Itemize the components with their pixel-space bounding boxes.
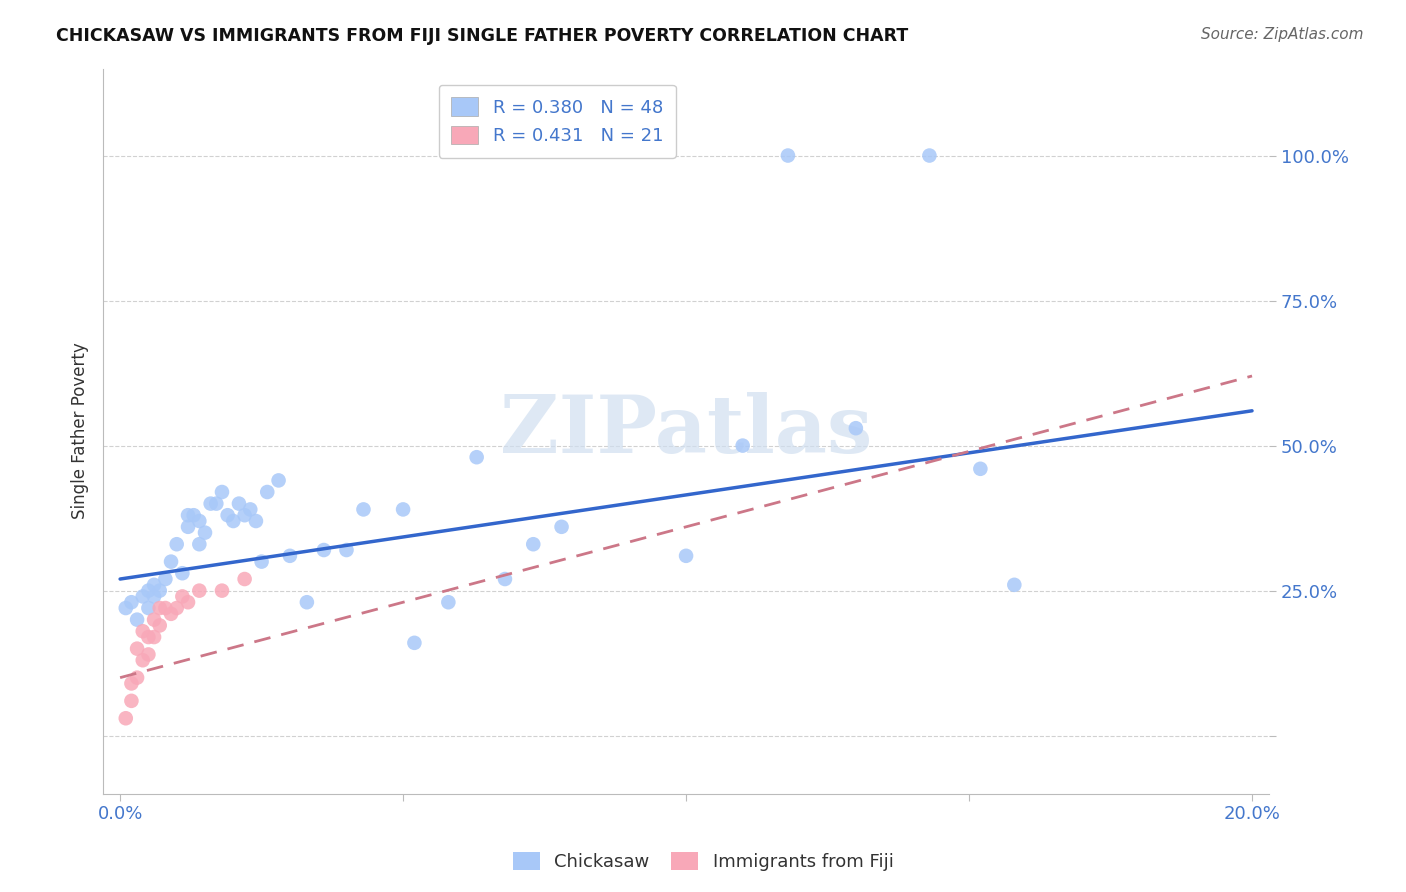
Point [143, 578, 166, 592]
Point [132, 653, 155, 667]
Point [256, 485, 278, 500]
Point [1002, 578, 1025, 592]
Point [404, 636, 426, 650]
Point [211, 583, 233, 598]
Point [550, 520, 572, 534]
Point [138, 648, 160, 662]
Point [132, 590, 155, 604]
Point [120, 676, 142, 690]
Point [233, 508, 256, 523]
Legend: Chickasaw, Immigrants from Fiji: Chickasaw, Immigrants from Fiji [505, 845, 901, 879]
Point [120, 694, 142, 708]
Point [194, 525, 217, 540]
Point [166, 537, 188, 551]
Text: Source: ZipAtlas.com: Source: ZipAtlas.com [1201, 27, 1364, 42]
Point [143, 630, 166, 644]
Point [114, 601, 136, 615]
Point [776, 148, 799, 162]
Point [211, 485, 233, 500]
Point [233, 572, 256, 586]
Point [143, 590, 166, 604]
Point [188, 514, 211, 528]
Point [494, 572, 516, 586]
Point [392, 502, 415, 516]
Text: ZIPatlas: ZIPatlas [501, 392, 872, 470]
Y-axis label: Single Father Poverty: Single Father Poverty [72, 343, 89, 519]
Point [160, 607, 183, 621]
Point [239, 502, 262, 516]
Text: CHICKASAW VS IMMIGRANTS FROM FIJI SINGLE FATHER POVERTY CORRELATION CHART: CHICKASAW VS IMMIGRANTS FROM FIJI SINGLE… [56, 27, 908, 45]
Point [160, 555, 183, 569]
Point [267, 474, 290, 488]
Point [127, 613, 149, 627]
Point [166, 601, 188, 615]
Point [845, 421, 868, 435]
Point [120, 595, 142, 609]
Point [731, 439, 754, 453]
Point [200, 497, 222, 511]
Point [149, 601, 172, 615]
Point [188, 583, 211, 598]
Point [177, 508, 200, 523]
Point [465, 450, 488, 465]
Point [149, 583, 172, 598]
Point [675, 549, 697, 563]
Point [149, 618, 172, 632]
Point [127, 641, 149, 656]
Point [295, 595, 318, 609]
Point [138, 630, 160, 644]
Point [138, 583, 160, 598]
Point [138, 601, 160, 615]
Point [132, 624, 155, 639]
Point [335, 543, 357, 558]
Point [228, 497, 250, 511]
Point [127, 671, 149, 685]
Point [437, 595, 460, 609]
Point [114, 711, 136, 725]
Point [177, 595, 200, 609]
Point [278, 549, 301, 563]
Point [245, 514, 267, 528]
Point [155, 601, 177, 615]
Point [172, 566, 194, 581]
Point [353, 502, 375, 516]
Point [250, 555, 273, 569]
Point [312, 543, 335, 558]
Point [205, 497, 228, 511]
Point [522, 537, 544, 551]
Point [183, 508, 205, 523]
Point [177, 520, 200, 534]
Point [969, 462, 991, 476]
Point [172, 590, 194, 604]
Point [143, 613, 166, 627]
Point [188, 537, 211, 551]
Legend: R = 0.380   N = 48, R = 0.431   N = 21: R = 0.380 N = 48, R = 0.431 N = 21 [439, 85, 676, 158]
Point [217, 508, 239, 523]
Point [918, 148, 941, 162]
Point [155, 572, 177, 586]
Point [222, 514, 245, 528]
